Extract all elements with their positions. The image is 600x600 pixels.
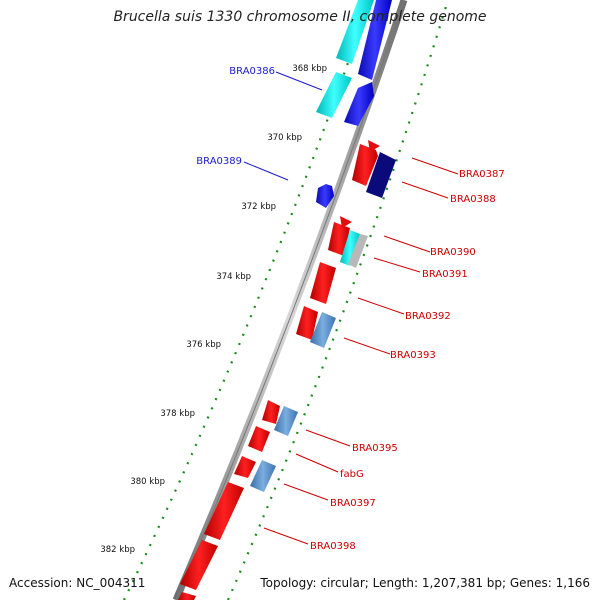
left-gene-labels: BRA0386 BRA0389 [196, 66, 323, 181]
navy-gene-BRA0388 [366, 152, 396, 198]
leader-line [283, 483, 329, 501]
ruler-label: 376 kbp [186, 340, 221, 350]
gene-label-BRA0392[interactable]: BRA0392 [405, 311, 451, 322]
gene-label-BRA0397[interactable]: BRA0397 [330, 498, 376, 509]
gene-label-BRA0387[interactable]: BRA0387 [459, 169, 505, 180]
ruler-label: 382 kbp [100, 545, 135, 555]
red-gene-6 [248, 426, 270, 452]
ruler-label: 378 kbp [160, 409, 195, 419]
blue-gene-BRA0386a [358, 0, 392, 80]
leader-line [243, 161, 289, 181]
leader-line [275, 71, 323, 91]
gene-label-BRA0393[interactable]: BRA0393 [390, 350, 436, 361]
gene-label-BRA0388[interactable]: BRA0388 [450, 194, 496, 205]
genome-summary-text: Topology: circular; Length: 1,207,381 bp… [260, 576, 590, 590]
red-gene-7 [234, 456, 256, 478]
leader-line [357, 297, 405, 315]
ruler-label: 372 kbp [241, 202, 276, 212]
steel-gene-BRA0395 [274, 406, 298, 436]
ruler-label: 380 kbp [130, 477, 165, 487]
right-gene-labels: BRA0387 BRA0388 BRA0390 BRA0391 BRA0392 … [263, 157, 505, 552]
leader-line [383, 235, 431, 253]
ruler-label: 374 kbp [216, 272, 251, 282]
leader-line [343, 337, 391, 355]
gene-label-BRA0390[interactable]: BRA0390 [430, 247, 476, 258]
leader-line [305, 429, 351, 447]
reverse-strand-features [250, 152, 396, 492]
red-gene-2 [328, 222, 350, 256]
red-arrow-head-1 [368, 140, 380, 152]
red-gene-8 [204, 482, 244, 540]
ruler-label: 368 kbp [292, 64, 327, 74]
blue-gene-BRA0386b [344, 82, 374, 126]
blue-gene-BRA0389 [316, 184, 334, 208]
genome-backbone-edge [175, 0, 405, 600]
gene-label-BRA0395[interactable]: BRA0395 [352, 443, 398, 454]
grey-gene-BRA0391 [348, 234, 368, 268]
red-gene-5 [262, 400, 280, 424]
red-arrow-head-2 [340, 216, 352, 228]
gene-label-BRA0391[interactable]: BRA0391 [422, 269, 468, 280]
leader-line [295, 453, 339, 473]
red-gene-9 [180, 540, 218, 590]
steel-gene-BRA0397 [250, 460, 276, 492]
map-title: Brucella suis 1330 chromosome II, comple… [113, 9, 487, 25]
gene-label-BRA0389[interactable]: BRA0389 [196, 156, 242, 167]
red-gene-4 [296, 306, 318, 340]
gene-label-BRA0398[interactable]: BRA0398 [310, 541, 356, 552]
steel-gene-BRA0393 [310, 312, 336, 348]
forward-strand-features [178, 0, 392, 600]
red-gene-3 [310, 262, 336, 304]
leader-line [263, 527, 309, 545]
gene-label-BRA0386[interactable]: BRA0386 [229, 66, 275, 77]
red-gene-1 [352, 144, 378, 186]
ruler-label: 370 kbp [267, 133, 302, 143]
cyan-feature-1 [336, 0, 374, 64]
leader-line [411, 157, 459, 175]
ruler-labels: 368 kbp 370 kbp 372 kbp 374 kbp 376 kbp … [100, 64, 327, 555]
red-gene-10 [178, 592, 196, 600]
leader-line [401, 181, 449, 199]
cyan-gene-BRA0390 [340, 230, 360, 266]
accession-text: Accession: NC_004311 [9, 576, 146, 590]
gene-label-fabG[interactable]: fabG [340, 469, 364, 480]
cyan-feature-2 [316, 72, 352, 118]
leader-line [373, 257, 421, 273]
